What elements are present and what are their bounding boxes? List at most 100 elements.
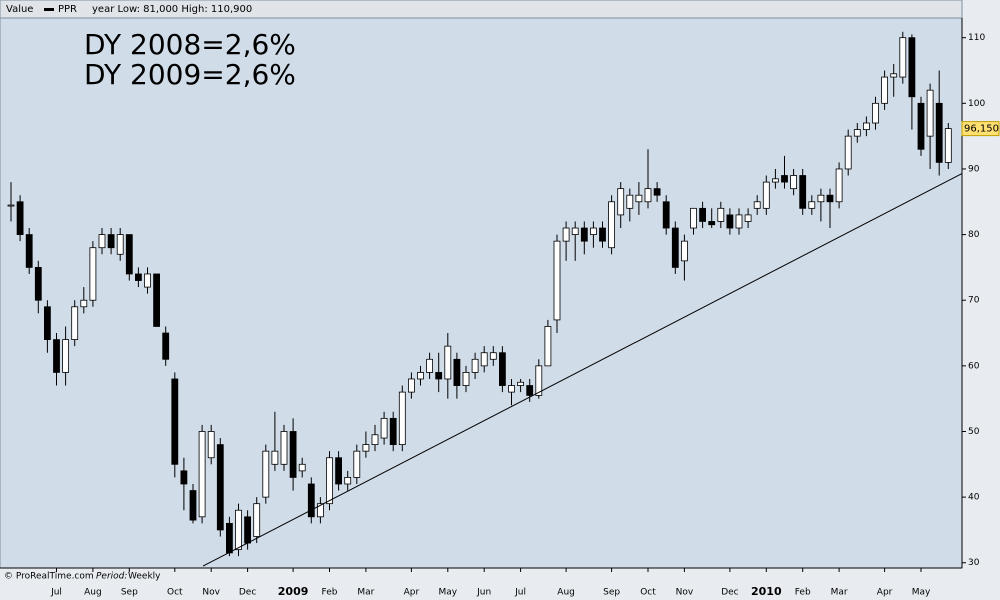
y-tick-label: 40 — [968, 493, 980, 503]
candle-body — [216, 444, 224, 531]
candle-body — [44, 306, 51, 340]
x-tick-label: Aug — [557, 588, 575, 598]
candle-body — [872, 102, 879, 124]
candle-body — [371, 434, 379, 446]
x-tick-label: Apr — [877, 588, 893, 598]
candle-body — [398, 391, 406, 446]
candle-body — [917, 102, 925, 150]
candle-body — [762, 181, 770, 209]
candle-body — [453, 358, 461, 386]
candle-body — [671, 227, 679, 268]
candle-body — [944, 128, 952, 163]
last-price-box — [961, 121, 1000, 137]
last-price-label: 96,150 — [964, 124, 999, 135]
candle-body — [690, 207, 697, 229]
candle-body — [34, 267, 42, 301]
candle-body — [25, 234, 33, 268]
candle-body — [198, 431, 206, 518]
candle-body — [171, 378, 179, 465]
y-tick-label: 80 — [968, 230, 980, 240]
header-info: year Low: 81,000 High: 110,900 — [92, 4, 252, 15]
candle-body — [590, 227, 597, 235]
candle-body — [580, 227, 588, 242]
header-bar — [0, 0, 963, 19]
candle-body — [735, 214, 743, 229]
x-tick-label: Oct — [167, 588, 183, 598]
x-tick-label: Nov — [202, 588, 220, 598]
candle-body — [262, 450, 270, 498]
candle-body — [235, 509, 242, 551]
candle-body — [853, 129, 861, 137]
candle-body — [826, 194, 834, 203]
candle-body — [908, 37, 916, 98]
trendline — [202, 173, 963, 567]
candle-body — [362, 444, 370, 452]
candle-body — [62, 339, 69, 373]
x-tick-label: Apr — [404, 588, 420, 598]
candle-body — [799, 175, 807, 209]
x-tick-label: Mar — [357, 588, 374, 598]
candle-body — [380, 417, 388, 439]
candle-body — [935, 102, 943, 163]
candle-body — [890, 73, 898, 78]
candle-body — [326, 457, 333, 505]
candle-body — [626, 194, 634, 209]
candle-body — [71, 306, 79, 340]
candle-body — [98, 234, 106, 249]
candle-body — [808, 201, 816, 209]
candle-body — [480, 352, 488, 367]
x-tick-label: 2009 — [278, 585, 309, 598]
x-tick-label: Sep — [603, 588, 620, 598]
candle-body — [517, 381, 524, 386]
candle-body — [7, 204, 15, 207]
candle-body — [526, 385, 534, 396]
candle-body — [89, 247, 97, 301]
candle-body — [535, 365, 543, 396]
y-tick-label: 100 — [968, 99, 985, 109]
annotation: DY 2009=2,6% — [84, 58, 296, 91]
x-tick-label: Sep — [121, 588, 138, 598]
candle-body — [835, 168, 843, 203]
period: Weekly — [128, 572, 161, 582]
candle-body — [817, 194, 825, 203]
candle-body — [225, 522, 233, 554]
candle-body — [744, 214, 752, 222]
candle-body — [207, 431, 215, 459]
candle-body — [644, 188, 652, 203]
candle-body — [608, 201, 615, 249]
candle-body — [863, 122, 870, 130]
candle-body — [180, 470, 188, 485]
y-tick-label: 30 — [968, 558, 980, 568]
legend-swatch — [44, 8, 54, 11]
candle-body — [316, 503, 324, 518]
candle-body — [271, 450, 279, 465]
candle-body — [289, 431, 297, 478]
candle-body — [344, 477, 352, 485]
candle-body — [571, 227, 579, 235]
y-tick-label: 50 — [968, 427, 980, 437]
candle-body — [844, 135, 852, 170]
x-tick-label: Jul — [50, 588, 62, 598]
candle-body — [726, 214, 734, 229]
candle-body — [881, 76, 888, 104]
x-tick-label: Feb — [795, 588, 811, 598]
candle-body — [134, 273, 142, 281]
candle-body — [162, 332, 170, 360]
candle-body — [335, 457, 343, 485]
x-tick-label: Jun — [476, 588, 491, 598]
candle-body — [617, 188, 625, 216]
candle-body — [53, 339, 60, 373]
candle-body — [389, 417, 397, 446]
source: © ProRealTime.com — [4, 572, 94, 582]
candle-body — [189, 490, 197, 521]
candle-body — [144, 273, 151, 288]
candle-body — [107, 234, 115, 249]
y-tick-label: 70 — [968, 296, 980, 306]
x-tick-label: 2010 — [751, 585, 782, 598]
candle-body — [444, 345, 452, 380]
candle-body — [772, 178, 779, 183]
candle-body — [353, 450, 361, 478]
candle-body — [426, 358, 434, 373]
candle-body — [417, 372, 424, 380]
x-tick-label: Oct — [640, 588, 656, 598]
